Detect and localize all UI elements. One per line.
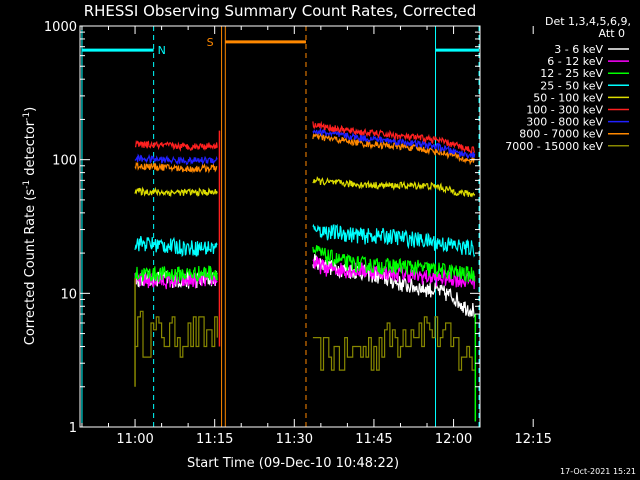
chart-title: RHESSI Observing Summary Count Rates, Co… (84, 2, 477, 20)
y-tick-label: 1000 (44, 20, 77, 35)
legend-header-line2: Att 0 (599, 27, 625, 40)
y-tick-label: 1 (69, 421, 77, 436)
tick-layer: 1 10 100 1000 11:00 11:15 11:30 11:45 12:00 12:15 (44, 20, 552, 447)
series-line-25-50-kev (134, 235, 218, 258)
series-line-50-100-kev (134, 186, 218, 198)
legend-label: 6 - 12 keV (547, 55, 603, 68)
series-line-800-7000-kev (312, 132, 475, 166)
series-line-100-300-kev (135, 139, 218, 152)
series-line-12-25-kev (134, 265, 218, 283)
series-line-25-50-kev (312, 223, 476, 258)
y-axis-label: Corrected Count Rate (s-1 detector-1) (22, 107, 38, 345)
legend-label: 800 - 7000 keV (519, 128, 603, 141)
y-tick-label: 100 (52, 154, 77, 169)
y-axis-label-main: Corrected Count Rate (s (23, 189, 38, 346)
plot-frame (79, 25, 481, 428)
legend-label: 3 - 6 keV (554, 43, 603, 56)
x-axis-label: Start Time (09-Dec-10 10:48:22) (187, 456, 399, 471)
series-line-12-25-kev (312, 245, 476, 283)
legend-label: 100 - 300 keV (526, 104, 603, 117)
legend-header-line1: Det 1,3,4,5,6,9, (545, 15, 631, 28)
saa-label: S (207, 36, 214, 49)
timestamp: 17-Oct-2021 15:21 (560, 467, 636, 476)
legend-label: 25 - 50 keV (540, 79, 603, 92)
legend-label: 7000 - 15000 keV (505, 140, 603, 153)
series-line-100-300-kev (312, 120, 476, 154)
x-tick-label: 11:15 (196, 432, 233, 447)
y-axis-label-end: ) (23, 107, 38, 112)
legend-label: 300 - 800 keV (526, 116, 603, 129)
y-axis-label-sup1: -1 (22, 180, 32, 189)
y-axis-label-mid: detector (23, 120, 38, 180)
series-line-300-800-kev (134, 153, 218, 166)
x-tick-label: 11:45 (355, 432, 392, 447)
x-tick-label: 12:15 (514, 432, 551, 447)
x-tick-label: 12:00 (435, 432, 472, 447)
series-layer (134, 120, 477, 422)
x-tick-label: 11:30 (276, 432, 313, 447)
series-line-800-7000-kev (134, 161, 218, 174)
night-label: N (158, 44, 166, 57)
legend-label: 12 - 25 keV (540, 67, 603, 80)
series-line-7000-15000-kev (135, 310, 218, 358)
x-tick-label: 11:00 (116, 432, 153, 447)
y-tick-label: 10 (60, 287, 77, 302)
series-line-7000-15000-kev (312, 316, 475, 371)
y-axis-label-sup2: -1 (22, 112, 32, 121)
annotation-layer: NS (81, 26, 480, 427)
legend-label: 50 - 100 keV (533, 91, 603, 104)
series-line-50-100-kev (312, 176, 476, 198)
